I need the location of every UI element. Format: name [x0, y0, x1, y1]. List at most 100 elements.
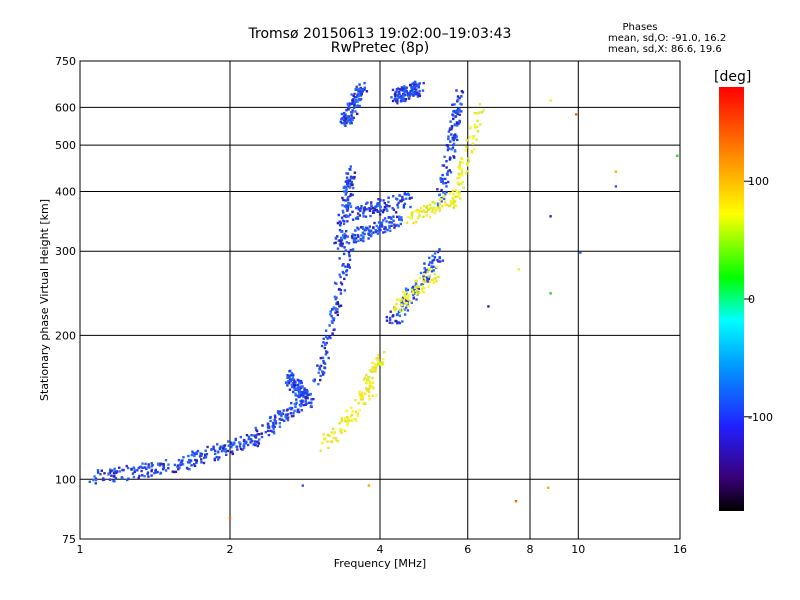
data-point [346, 172, 350, 175]
data-point [438, 198, 442, 202]
data-point [428, 274, 432, 277]
data-point [438, 203, 442, 206]
data-point [418, 276, 421, 280]
data-point [468, 135, 471, 139]
data-point [274, 419, 277, 423]
data-point [306, 394, 309, 397]
data-point [451, 146, 455, 150]
data-point [325, 341, 328, 345]
data-point [267, 423, 270, 427]
data-point [238, 441, 241, 444]
data-point [427, 263, 431, 266]
data-point [414, 279, 417, 283]
data-point [296, 378, 299, 382]
data-point [333, 328, 336, 331]
data-point [336, 247, 340, 250]
data-point [378, 205, 382, 208]
data-point [408, 91, 412, 94]
data-point [133, 470, 136, 473]
data-point [432, 258, 436, 262]
data-point [346, 415, 349, 419]
data-point [226, 449, 229, 453]
data-point [447, 130, 451, 133]
data-point [376, 232, 380, 235]
data-point [312, 379, 315, 382]
data-point [403, 296, 407, 300]
data-point [333, 307, 336, 310]
data-point [333, 431, 336, 434]
data-point [461, 180, 464, 184]
data-point [358, 87, 361, 91]
data-point [456, 138, 459, 142]
data-point [348, 122, 352, 125]
data-point [232, 443, 236, 446]
data-point [349, 248, 352, 252]
data-point [190, 464, 193, 467]
data-point [330, 320, 334, 323]
data-point [412, 85, 415, 88]
data-point [176, 465, 179, 468]
data-point [147, 475, 150, 478]
data-point [222, 449, 225, 452]
data-point [332, 427, 335, 431]
data-point [410, 88, 414, 92]
data-point [350, 180, 353, 184]
data-point [362, 235, 365, 238]
data-point [231, 452, 234, 456]
data-point [409, 83, 412, 87]
data-point [422, 81, 425, 85]
data-point [360, 205, 363, 208]
data-point [371, 368, 374, 371]
data-point [228, 516, 232, 520]
data-point [297, 410, 301, 414]
data-point [342, 252, 346, 256]
data-point [422, 291, 425, 294]
data-point [131, 472, 135, 475]
data-point [340, 283, 344, 286]
data-point [432, 208, 435, 212]
data-point [291, 376, 294, 380]
data-point [167, 467, 170, 470]
data-point [359, 207, 362, 210]
data-point [377, 363, 380, 367]
data-point [234, 438, 237, 442]
data-point [465, 139, 469, 142]
data-point [450, 133, 453, 136]
data-point [347, 242, 351, 245]
data-point [411, 290, 415, 293]
data-point [157, 462, 160, 465]
data-point [385, 203, 388, 207]
data-point [362, 210, 365, 213]
data-point [359, 90, 362, 93]
data-point [340, 420, 343, 423]
data-point [109, 470, 112, 473]
data-point [342, 263, 345, 266]
data-point [323, 362, 327, 365]
data-point [411, 211, 414, 214]
data-point [439, 179, 443, 182]
data-point [356, 104, 360, 107]
data-point [366, 376, 370, 379]
data-point [347, 105, 351, 108]
data-point [440, 196, 443, 200]
data-point [394, 307, 398, 310]
data-point [413, 90, 417, 93]
data-point [288, 377, 291, 380]
data-point [441, 180, 444, 183]
data-point [406, 92, 410, 95]
data-point [133, 468, 136, 471]
data-point [457, 191, 460, 194]
data-point [361, 231, 365, 234]
data-point [417, 285, 421, 289]
data-point [365, 387, 368, 390]
data-point [227, 440, 230, 443]
data-point [455, 190, 459, 194]
data-point [158, 464, 162, 467]
data-point [351, 111, 354, 114]
data-point [476, 125, 479, 129]
data-point [193, 464, 197, 468]
data-point [379, 228, 382, 232]
data-point [343, 277, 346, 281]
data-point [288, 388, 292, 391]
data-point [391, 321, 394, 325]
